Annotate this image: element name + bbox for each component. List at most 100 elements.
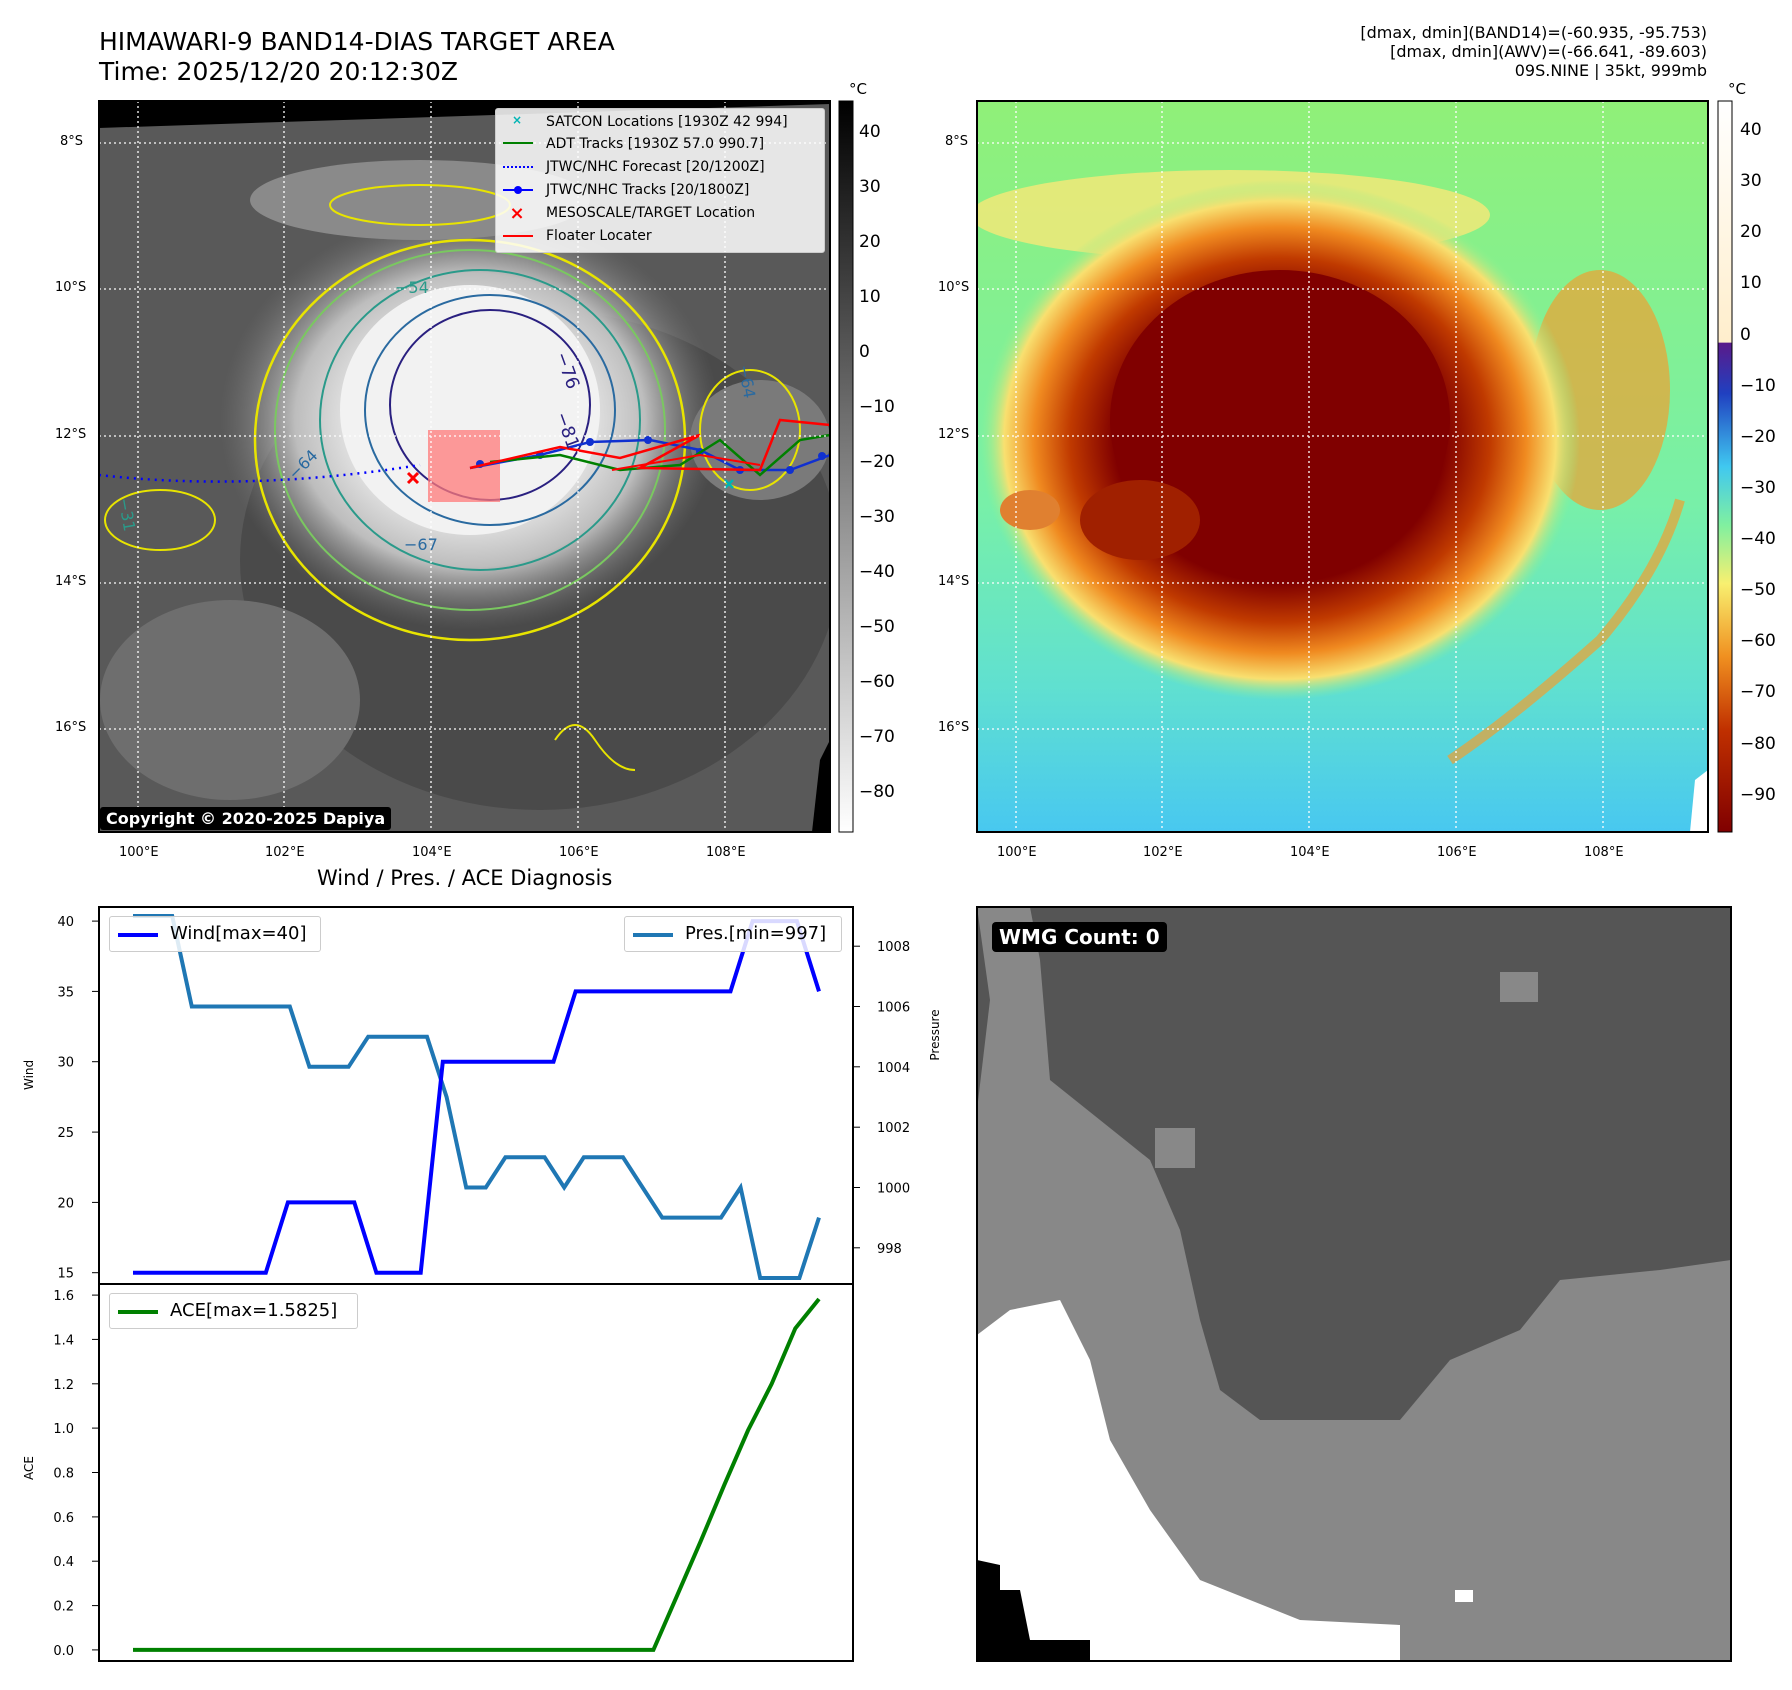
- pres-tick-label: 1006: [877, 1001, 910, 1016]
- awv-colorbar-tick: −10: [1740, 375, 1776, 396]
- ir-lat-16: 16°S: [55, 720, 87, 735]
- legend-jtwc: JTWC/NHC Tracks [20/1800Z]: [546, 182, 750, 198]
- ace-ylabel: ACE: [22, 1456, 36, 1480]
- diag-title: Wind / Pres. / ACE Diagnosis: [317, 866, 613, 890]
- wind-tick-label: 30: [57, 1056, 74, 1071]
- ace-tick-label: 0.4: [53, 1555, 74, 1570]
- info-block: [dmax, dmin](BAND14)=(-60.935, -95.753) …: [1107, 23, 1707, 80]
- ir-lat-10: 10°S: [55, 280, 87, 295]
- awv-colorbar-tick: 30: [1740, 171, 1762, 192]
- wind-ylabel: Wind: [22, 1059, 36, 1090]
- ir-legend: × SATCON Locations [1930Z 42 994] ADT Tr…: [495, 108, 825, 253]
- time-title: Time: 2025/12/20 20:12:30Z: [99, 57, 458, 86]
- wind-tick-label: 25: [57, 1126, 74, 1141]
- ace-tick-label: 0.0: [53, 1644, 74, 1659]
- target-box: [428, 430, 500, 502]
- ace-line: [133, 1297, 821, 1652]
- info-storm: 09S.NINE | 35kt, 999mb: [1514, 61, 1707, 80]
- awv-colorbar-tick: −50: [1740, 580, 1776, 601]
- awv-lon-102: 102°E: [1143, 845, 1183, 860]
- contour-label: −54: [395, 278, 429, 297]
- pres-tick-label: 1002: [877, 1121, 910, 1136]
- awv-lat-14: 14°S: [938, 574, 970, 589]
- ir-lon-104: 104°E: [412, 845, 452, 860]
- ace-tick-label: 1.4: [53, 1333, 74, 1348]
- ir-colorbar-tick: −10: [859, 397, 895, 418]
- awv-colorbar-tick: 20: [1740, 222, 1762, 243]
- awv-lat-10: 10°S: [938, 280, 970, 295]
- pres-legend: Pres.[min=997]: [624, 916, 842, 952]
- ace-tick-label: 0.2: [53, 1600, 74, 1615]
- wind-tick-label: 35: [57, 985, 74, 1000]
- info-band14: [dmax, dmin](BAND14)=(-60.935, -95.753): [1360, 23, 1707, 42]
- ir-colorbar-unit: °C: [849, 80, 867, 98]
- wind-line: [133, 919, 821, 1275]
- awv-colorbar-tick: −20: [1740, 426, 1776, 447]
- ir-colorbar-tick: −20: [859, 452, 895, 472]
- jtwc-track: [469, 438, 830, 472]
- legend-target: MESOSCALE/TARGET Location: [546, 205, 756, 221]
- jtwc-dot-icon: [514, 186, 522, 194]
- awv-lon-100: 100°E: [997, 845, 1037, 860]
- contour-label: −67: [404, 535, 438, 554]
- awv-lon-106: 106°E: [1437, 845, 1477, 860]
- awv-colorbar-tick: −70: [1740, 682, 1776, 703]
- pressure-ylabel: Pressure: [928, 1009, 942, 1061]
- ace-tick-label: 1.2: [53, 1378, 74, 1393]
- ir-colorbar-tick: 0: [859, 342, 870, 363]
- info-awv: [dmax, dmin](AWV)=(-66.641, -89.603): [1390, 42, 1707, 61]
- legend-satcon: SATCON Locations [1930Z 42 994]: [546, 114, 788, 130]
- awv-colorbar: [1717, 100, 1733, 833]
- awv-lat-8: 8°S: [945, 134, 969, 149]
- forecast-track: [99, 463, 421, 483]
- wind-tick-label: 20: [57, 1196, 74, 1211]
- ir-lat-12: 12°S: [55, 427, 87, 442]
- main-title: HIMAWARI-9 BAND14-DIAS TARGET AREA: [99, 27, 615, 56]
- target-x-marker: [406, 471, 420, 485]
- awv-colorbar-tick: 40: [1740, 120, 1762, 141]
- ace-axes: [98, 1283, 854, 1662]
- awv-lon-108: 108°E: [1584, 845, 1624, 860]
- ir-image: [99, 101, 830, 832]
- wind-legend-icon: [118, 933, 158, 937]
- pres-tick-label: 1000: [877, 1182, 910, 1197]
- awv-colorbar-tick: −30: [1740, 477, 1776, 498]
- awv-colorbar-tick: 0: [1740, 324, 1751, 345]
- ir-lon-106: 106°E: [559, 845, 599, 860]
- pressure-line: [133, 914, 821, 1280]
- ir-colorbar-tick: −70: [859, 726, 895, 747]
- awv-colorbar-tick: −60: [1740, 631, 1776, 652]
- adt-line-icon: [503, 142, 533, 144]
- awv-colorbar-unit: °C: [1728, 80, 1746, 98]
- ir-colorbar-tick: −40: [859, 561, 895, 582]
- legend-floater: Floater Locater: [546, 228, 652, 244]
- awv-lat-12: 12°S: [938, 427, 970, 442]
- ir-colorbar-tick: 20: [859, 232, 881, 253]
- ace-tick-label: 0.6: [53, 1511, 74, 1526]
- awv-colorbar-tick: −90: [1740, 784, 1776, 805]
- pres-legend-icon: [633, 933, 673, 937]
- ir-lon-108: 108°E: [706, 845, 746, 860]
- floater-track: [469, 418, 830, 472]
- ace-legend-label: ACE[max=1.5825]: [170, 1300, 338, 1321]
- ir-lon-100: 100°E: [119, 845, 159, 860]
- awv-lon-104: 104°E: [1290, 845, 1330, 860]
- wind-pres-axes: [98, 906, 854, 1285]
- ir-colorbar-tick: 10: [859, 287, 881, 308]
- ir-colorbar-tick: −80: [859, 781, 895, 802]
- forecast-line-icon: [503, 166, 533, 168]
- wind-legend-label: Wind[max=40]: [170, 923, 307, 944]
- pres-tick-label: 1008: [877, 940, 910, 955]
- awv-colorbar-tick: −40: [1740, 529, 1776, 550]
- target-marker-icon: ×: [509, 203, 525, 224]
- wmg-image: [977, 907, 1731, 1661]
- wind-legend: Wind[max=40]: [109, 916, 321, 952]
- ace-legend-icon: [118, 1310, 158, 1314]
- satcon-marker-icon: ×: [511, 113, 523, 127]
- floater-line-icon: [503, 235, 533, 237]
- legend-forecast: JTWC/NHC Forecast [20/1200Z]: [546, 159, 765, 175]
- wmg-count-badge: WMG Count: 0: [992, 922, 1167, 952]
- awv-lat-16: 16°S: [938, 720, 970, 735]
- copyright-badge: Copyright © 2020-2025 Dapiya: [100, 807, 392, 830]
